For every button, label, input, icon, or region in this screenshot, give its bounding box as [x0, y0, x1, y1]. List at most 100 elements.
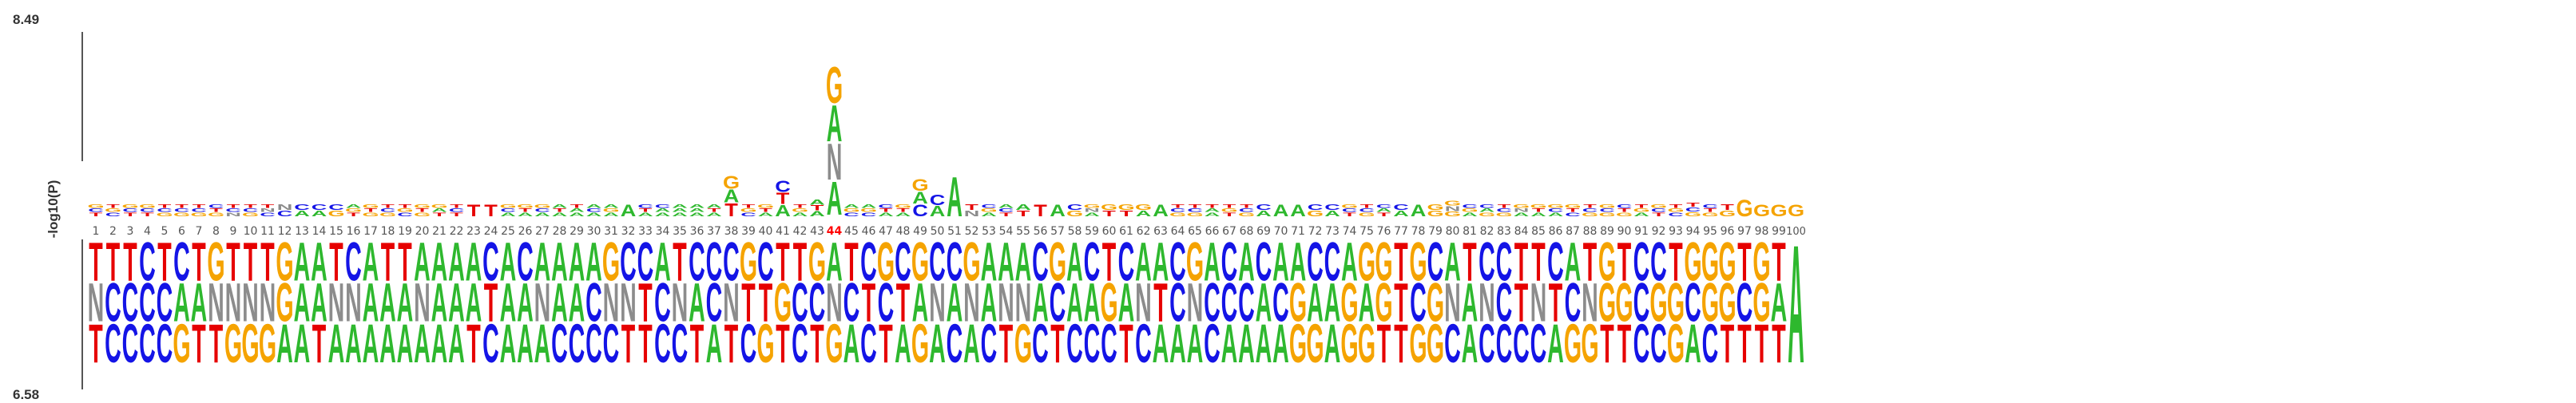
top-letter: G: [1066, 210, 1083, 218]
top-letter: A: [1290, 202, 1306, 220]
top-letter: A: [672, 212, 688, 218]
tick-label: 36: [690, 225, 705, 238]
bottom-letter: C: [1496, 272, 1513, 334]
top-letter: A: [552, 203, 568, 209]
position-ticks: 1 2 3 4 5 6 7 8 9 10 11 12 13 14 15 16 17 18 19 20 21 22 23 24 2…: [93, 225, 1806, 238]
top-letter: T: [776, 190, 790, 208]
tick-label: 92: [1652, 225, 1666, 238]
bottom-letter: T: [329, 231, 343, 293]
bottom-letter: C: [139, 272, 156, 334]
top-letter: T: [1583, 203, 1597, 209]
bottom-letter: C: [1633, 272, 1650, 334]
bottom-letter: A: [1290, 231, 1307, 293]
bottom-letter: A: [1685, 314, 1701, 375]
bottom-letter: C: [1032, 231, 1049, 293]
bottom-letter: C: [1256, 231, 1272, 293]
bottom-letter: A: [448, 272, 465, 334]
top-letter: A: [1273, 202, 1289, 220]
top-letter: T: [1704, 207, 1717, 213]
top-letter: T: [999, 212, 1013, 218]
bottom-letter: N: [672, 272, 689, 334]
top-letter: T: [965, 203, 978, 211]
tick-label: 52: [965, 225, 979, 238]
bottom-letter: C: [706, 272, 723, 334]
top-letter: G: [1461, 207, 1478, 213]
top-letter: G: [826, 56, 843, 114]
bottom-letter: G: [276, 272, 293, 334]
tick-label: 72: [1308, 225, 1323, 238]
bottom-letter: A: [689, 272, 705, 334]
top-letter: T: [1189, 203, 1202, 209]
top-letter: G: [1667, 207, 1684, 213]
tick-label: 16: [347, 225, 361, 238]
top-letter: G: [1736, 195, 1752, 221]
tick-label: 99: [1772, 225, 1786, 238]
bottom-letter: N: [208, 272, 224, 334]
bottom-letter: G: [1340, 272, 1358, 334]
bottom-letter: G: [1718, 231, 1736, 293]
tick-label: 2: [109, 225, 117, 238]
bottom-letter: G: [825, 314, 843, 375]
bottom-letter: C: [603, 314, 620, 375]
top-letter: T: [1498, 203, 1511, 209]
tick-label: 65: [1188, 225, 1202, 238]
top-letter: G: [362, 212, 379, 218]
top-letter: T: [158, 203, 172, 209]
tick-label: 31: [604, 225, 618, 238]
top-letter: C: [1393, 203, 1409, 211]
top-letter: A: [1084, 212, 1100, 218]
bottom-letter: A: [981, 231, 998, 293]
bottom-letter: A: [414, 231, 431, 293]
bottom-letter: A: [1118, 272, 1135, 334]
top-letter: A: [706, 203, 722, 209]
bottom-letter: T: [1617, 314, 1631, 375]
bottom-letter: A: [1032, 272, 1049, 334]
bottom-letter: C: [672, 314, 689, 375]
top-letter: C: [500, 207, 516, 213]
top-letter: A: [1153, 202, 1169, 220]
top-letter: A: [878, 212, 894, 218]
bottom-letter: C: [1633, 314, 1650, 375]
top-letter: G: [602, 207, 619, 213]
bottom-letter: T: [312, 314, 326, 375]
bottom-letter: C: [809, 272, 826, 334]
top-letter: A: [861, 203, 877, 209]
bottom-letter: A: [929, 314, 946, 375]
bottom-letter: A: [963, 314, 980, 375]
top-letter: A: [1324, 210, 1340, 218]
tick-label: 17: [363, 225, 378, 238]
bottom-letter: A: [1256, 314, 1272, 375]
bottom-letter: G: [241, 314, 259, 375]
top-letter: T: [1635, 203, 1649, 209]
top-letter: G: [208, 212, 224, 218]
bottom-letter: A: [654, 231, 671, 293]
top-letter: C: [208, 203, 224, 209]
bottom-letter: C: [757, 231, 774, 293]
top-letter: N: [1084, 207, 1100, 213]
bottom-letter: T: [1583, 231, 1597, 293]
bottom-letter: C: [1066, 314, 1083, 375]
top-letter: A: [1205, 212, 1221, 218]
tick-label: 64: [1171, 225, 1185, 238]
bottom-letter: C: [1565, 272, 1582, 334]
bottom-letter: C: [517, 231, 534, 293]
top-letter: A: [586, 212, 602, 218]
top-letter: C: [1565, 212, 1581, 218]
bottom-letter: G: [1306, 314, 1324, 375]
bottom-letter: N: [242, 272, 259, 334]
bottom-letter: A: [363, 231, 379, 293]
top-letter: A: [586, 203, 602, 209]
top-letter: C: [105, 212, 121, 218]
bottom-letter: T: [1721, 314, 1734, 375]
tick-label: 66: [1205, 225, 1220, 238]
tick-label: 45: [844, 225, 859, 238]
top-letter: C: [449, 207, 465, 213]
bottom-letter: C: [105, 272, 121, 334]
tick-label: 89: [1600, 225, 1614, 238]
bottom-letter: C: [947, 231, 963, 293]
tick-label: 58: [1068, 225, 1082, 238]
top-letter: G: [1598, 212, 1615, 218]
tick-label: 46: [862, 225, 876, 238]
bottom-letter: T: [484, 272, 498, 334]
bottom-letter: G: [1049, 231, 1066, 293]
